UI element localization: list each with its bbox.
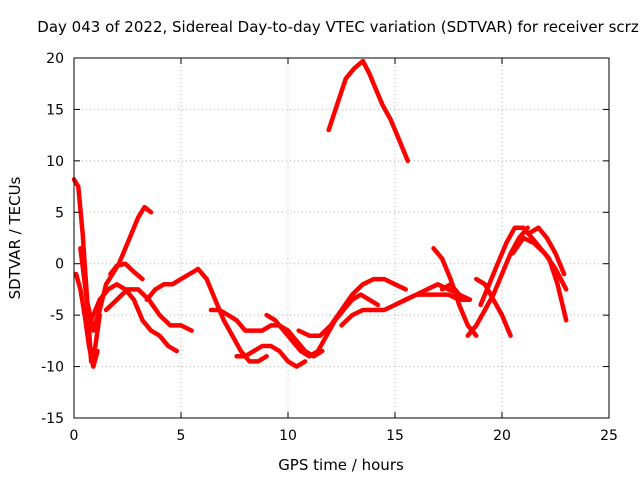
sdtvar-chart: Day 043 of 2022, Sidereal Day-to-day VTE… [0,0,640,480]
grid [74,58,609,418]
y-axis-label: SDTVAR / TECUs [6,176,24,299]
y-tick-label: 15 [46,102,64,118]
plot-frame [74,58,609,418]
y-tick-label: 20 [46,51,64,67]
y-tick-label: 0 [55,257,64,273]
y-tick-label: 10 [46,154,64,170]
x-tick-label: 0 [70,428,79,444]
series-arc-6 [110,264,142,279]
x-tick-label: 5 [177,428,186,444]
x-axis-ticks: 0 5 10 15 20 25 [70,58,618,444]
chart-title: Day 043 of 2022, Sidereal Day-to-day VTE… [37,18,639,36]
y-tick-label: -5 [50,308,64,324]
x-axis-label: GPS time / hours [278,456,404,474]
x-tick-label: 10 [279,428,297,444]
series-arc-9 [237,346,306,367]
y-tick-label: -10 [41,360,64,376]
data-series [74,61,566,367]
series-arc-21 [530,228,564,274]
x-tick-label: 15 [386,428,404,444]
y-tick-label: -15 [41,411,64,427]
series-arc-12 [329,61,408,161]
x-tick-label: 20 [493,428,511,444]
y-tick-label: 5 [55,205,64,221]
series-arc-18 [476,279,510,336]
x-tick-label: 25 [600,428,618,444]
